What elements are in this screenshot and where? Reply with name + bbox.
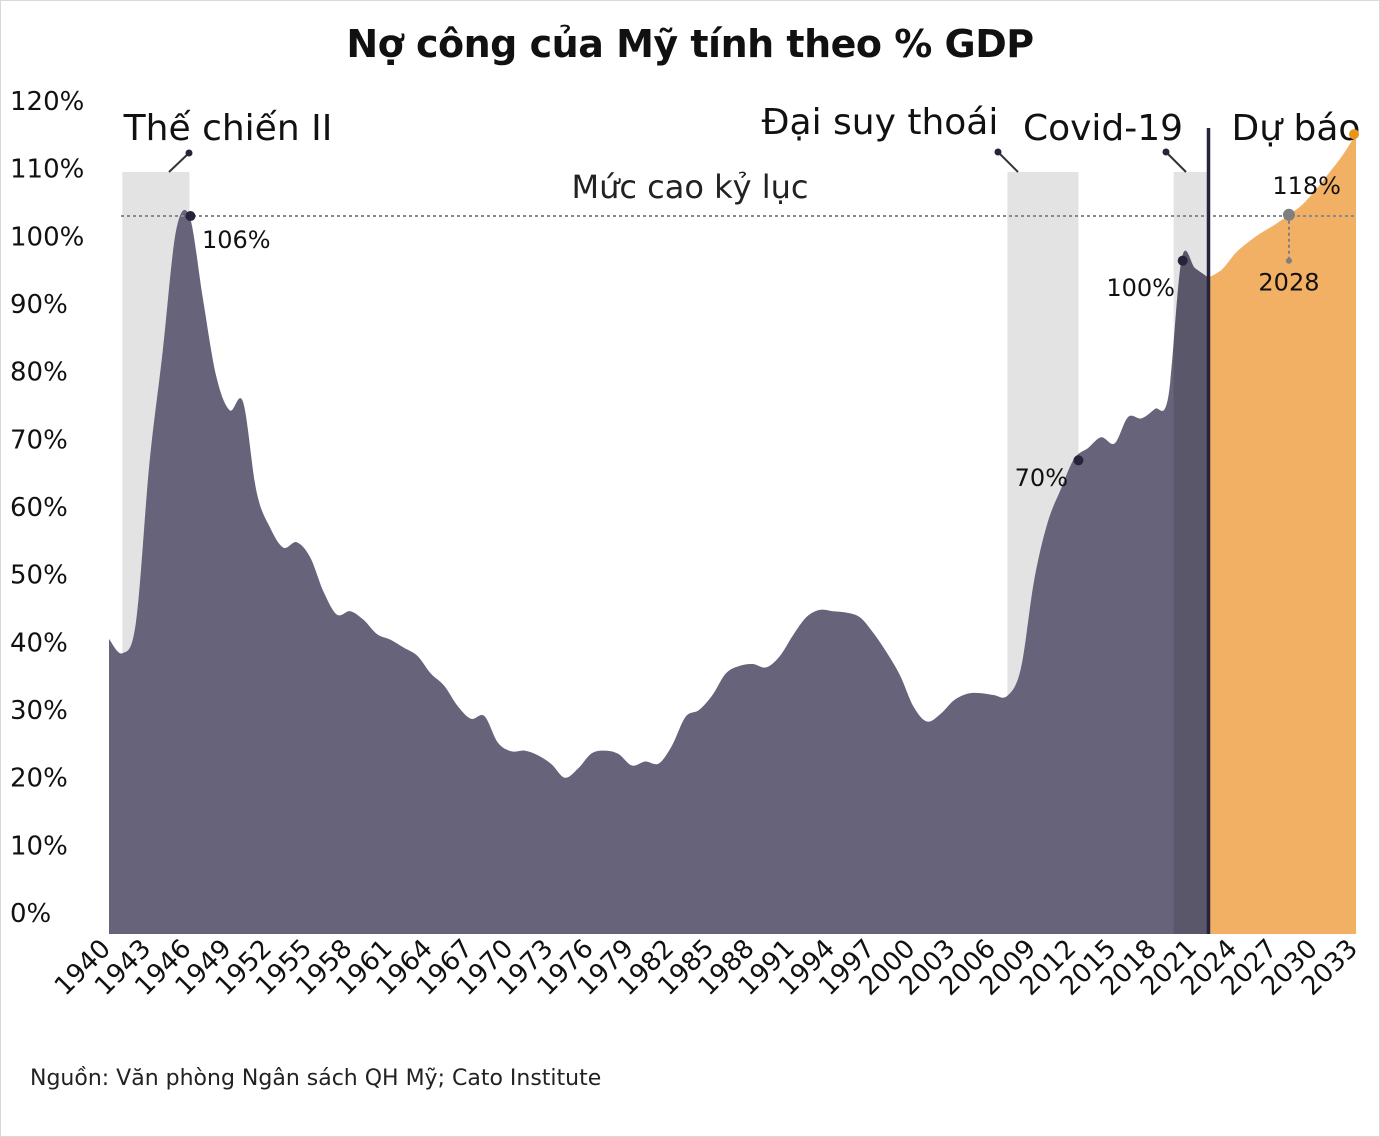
period-leader-1 <box>997 151 1019 173</box>
source-note: Nguồn: Văn phòng Ngân sách QH Mỹ; Cato I… <box>30 1066 602 1091</box>
period-label-0: Thế chiến II <box>123 108 333 149</box>
y-tick-label: 50% <box>10 561 68 591</box>
x-axis: 1940194319461949195219551958196119641967… <box>49 934 1364 1002</box>
y-tick-label: 60% <box>10 493 68 523</box>
marker-2028-small-dot <box>1285 257 1292 264</box>
y-tick-label: 30% <box>10 696 68 726</box>
covid-overlay <box>1173 250 1209 934</box>
area-series-0 <box>109 209 1209 934</box>
period-leader-dot-0 <box>185 149 193 157</box>
record-high-label: Mức cao kỷ lục <box>571 168 808 206</box>
marker-2028-label: 2028 <box>1258 269 1319 297</box>
forecast-end-label: 118% <box>1272 172 1341 200</box>
chart-title: Nợ công của Mỹ tính theo % GDP <box>346 22 1034 66</box>
y-tick-label: 10% <box>10 831 68 861</box>
area-series <box>109 134 1356 934</box>
period-label-2: Covid-19 <box>1023 108 1183 149</box>
chart-overlays: Mức cao kỷ lục Dự báo Thế chiến II Đại suy … <box>121 102 1361 934</box>
marker-2028-dot <box>1282 208 1295 221</box>
y-tick-label: 100% <box>10 222 84 252</box>
value-2020-dot <box>1177 255 1188 266</box>
period-label-1: Đại suy thoái <box>762 102 999 143</box>
period-leader-dot-2 <box>1162 148 1170 156</box>
y-tick-label: 40% <box>10 628 68 658</box>
area-series-1 <box>1208 134 1356 934</box>
forecast-label: Dự báo <box>1232 108 1361 149</box>
forecast-end-dot <box>1349 129 1359 140</box>
period-leader-dot-1 <box>994 148 1002 156</box>
period-leader-2 <box>1165 151 1187 173</box>
value-2020-label: 100% <box>1106 274 1175 302</box>
y-tick-label: 90% <box>10 290 68 320</box>
period-leader-0 <box>168 152 190 173</box>
peak-1946-label: 106% <box>202 226 271 254</box>
y-tick-label: 120% <box>10 87 84 117</box>
y-tick-label: 0% <box>10 899 51 929</box>
y-tick-label: 70% <box>10 425 68 455</box>
y-tick-label: 80% <box>10 358 68 388</box>
value-2012-label: 70% <box>1015 464 1068 492</box>
peak-1946-dot <box>185 211 196 222</box>
y-tick-label: 110% <box>10 155 84 185</box>
y-tick-label: 20% <box>10 764 68 794</box>
value-2012-dot <box>1073 455 1084 466</box>
y-axis: 0% 10% 20% 30% 40% 50% 60% 70% 80% 90% 100% 110% 120… <box>10 87 84 929</box>
